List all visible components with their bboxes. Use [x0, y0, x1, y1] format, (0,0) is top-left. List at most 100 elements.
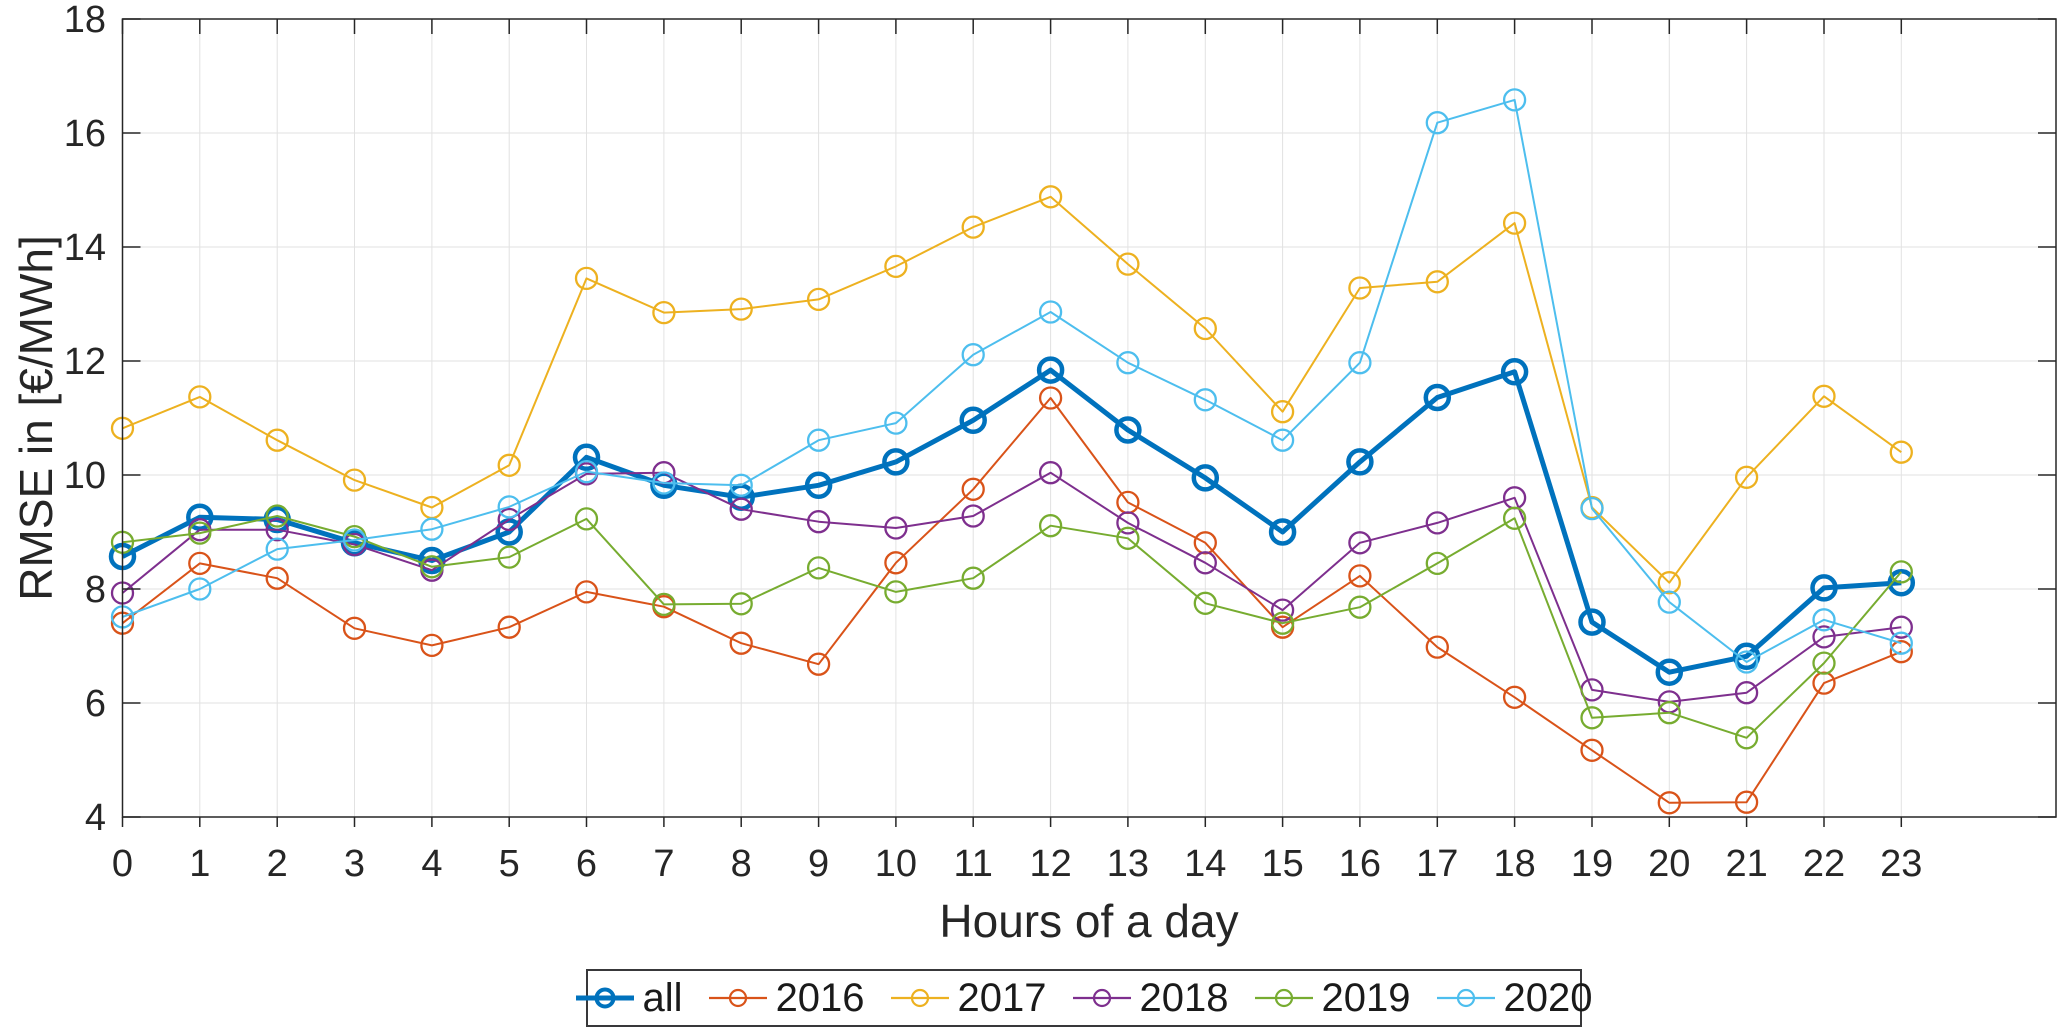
data-point — [1812, 608, 1836, 632]
data-point — [729, 631, 753, 655]
data-point — [729, 592, 753, 616]
data-point — [884, 551, 908, 575]
series-2016 — [110, 386, 1913, 815]
data-point — [884, 580, 908, 604]
x-tick-label: 9 — [808, 843, 829, 885]
data-point — [806, 287, 831, 312]
data-point — [1887, 568, 1916, 597]
data-point — [1114, 416, 1142, 444]
data-point — [729, 473, 753, 497]
y-tick-labels: 4 6 8 10 12 14 16 18 — [64, 0, 106, 839]
data-point — [1889, 560, 1913, 584]
y-tick-label: 14 — [64, 227, 106, 269]
x-tick-label: 1 — [189, 843, 210, 885]
data-point — [1193, 388, 1217, 412]
data-point — [1657, 571, 1681, 595]
data-point — [1116, 511, 1140, 535]
x-tick-label: 7 — [653, 843, 674, 885]
series-line-2020 — [122, 98, 1902, 663]
data-point — [265, 428, 289, 452]
legend-label-2020: 2020 — [1503, 975, 1593, 1020]
data-point — [1116, 252, 1140, 276]
data-point — [1348, 595, 1372, 619]
x-tick-label: 22 — [1803, 843, 1845, 885]
series-2017 — [110, 185, 1913, 595]
data-point — [959, 406, 987, 435]
legend-item-all: all — [575, 975, 683, 1021]
data-point — [265, 566, 289, 590]
x-tick-label: 18 — [1493, 843, 1535, 885]
data-point — [1657, 590, 1681, 614]
series-2020 — [110, 88, 1913, 674]
data-point — [729, 497, 753, 521]
data-point — [652, 471, 676, 495]
data-point — [1191, 464, 1220, 492]
plot-area — [122, 19, 2056, 817]
data-point — [1812, 625, 1836, 649]
data-point — [1425, 635, 1449, 659]
data-point — [1346, 448, 1374, 476]
data-point — [806, 428, 831, 452]
data-point — [188, 551, 212, 576]
data-point — [1193, 591, 1217, 615]
data-point — [804, 471, 833, 500]
data-point — [1268, 518, 1297, 546]
data-point — [1889, 440, 1913, 464]
data-point — [497, 495, 521, 519]
data-point — [1038, 461, 1063, 485]
axis-box — [121, 18, 2057, 818]
data-point — [1580, 496, 1604, 521]
x-tick-label: 12 — [1029, 843, 1071, 885]
series-line-2016 — [121, 397, 1902, 804]
legend-line-sample-2017 — [890, 988, 949, 1008]
data-point — [188, 577, 212, 601]
legend-marker-2020 — [1456, 988, 1475, 1008]
data-point — [1500, 358, 1529, 386]
legend-marker-2017 — [910, 988, 929, 1008]
data-point — [572, 443, 601, 472]
y-tick-label: 4 — [85, 797, 106, 839]
data-point — [729, 297, 753, 321]
data-point — [806, 510, 831, 534]
data-point — [188, 521, 212, 545]
x-tick-label: 20 — [1648, 843, 1690, 885]
y-tick-label: 18 — [64, 0, 106, 41]
data-point — [1657, 701, 1681, 725]
data-point — [574, 266, 599, 291]
data-point — [1425, 511, 1449, 535]
legend-item-2019: 2019 — [1254, 975, 1411, 1021]
y-tick-label: 8 — [85, 569, 106, 611]
x-tick-label: 10 — [875, 843, 917, 885]
data-point — [1270, 611, 1295, 635]
data-point — [1036, 356, 1065, 384]
legend-label-2019: 2019 — [1321, 975, 1411, 1020]
data-point — [806, 556, 831, 580]
x-tick-label: 3 — [344, 843, 365, 885]
data-point — [574, 507, 599, 531]
data-point — [1502, 685, 1527, 709]
data-point — [1423, 383, 1452, 412]
data-point — [1502, 211, 1527, 235]
x-tick-label: 5 — [499, 843, 520, 885]
data-point — [1734, 790, 1759, 814]
data-point — [1578, 608, 1606, 636]
data-point — [961, 566, 985, 590]
data-point — [1270, 428, 1295, 452]
legend-line-sample-2020 — [1436, 988, 1495, 1008]
data-point — [1425, 551, 1449, 576]
data-point — [1580, 706, 1604, 730]
data-point — [961, 477, 985, 501]
data-point — [884, 516, 908, 540]
data-point — [806, 652, 831, 676]
data-point — [265, 537, 289, 561]
x-tick-label: 21 — [1725, 843, 1767, 885]
legend-label-2017: 2017 — [957, 975, 1047, 1020]
data-point — [1348, 564, 1372, 588]
legend-label-all: all — [642, 975, 683, 1020]
data-point — [1038, 514, 1063, 538]
tick-marks — [121, 18, 2056, 827]
data-point — [652, 300, 676, 325]
data-point — [1348, 531, 1372, 555]
data-point — [188, 385, 212, 409]
